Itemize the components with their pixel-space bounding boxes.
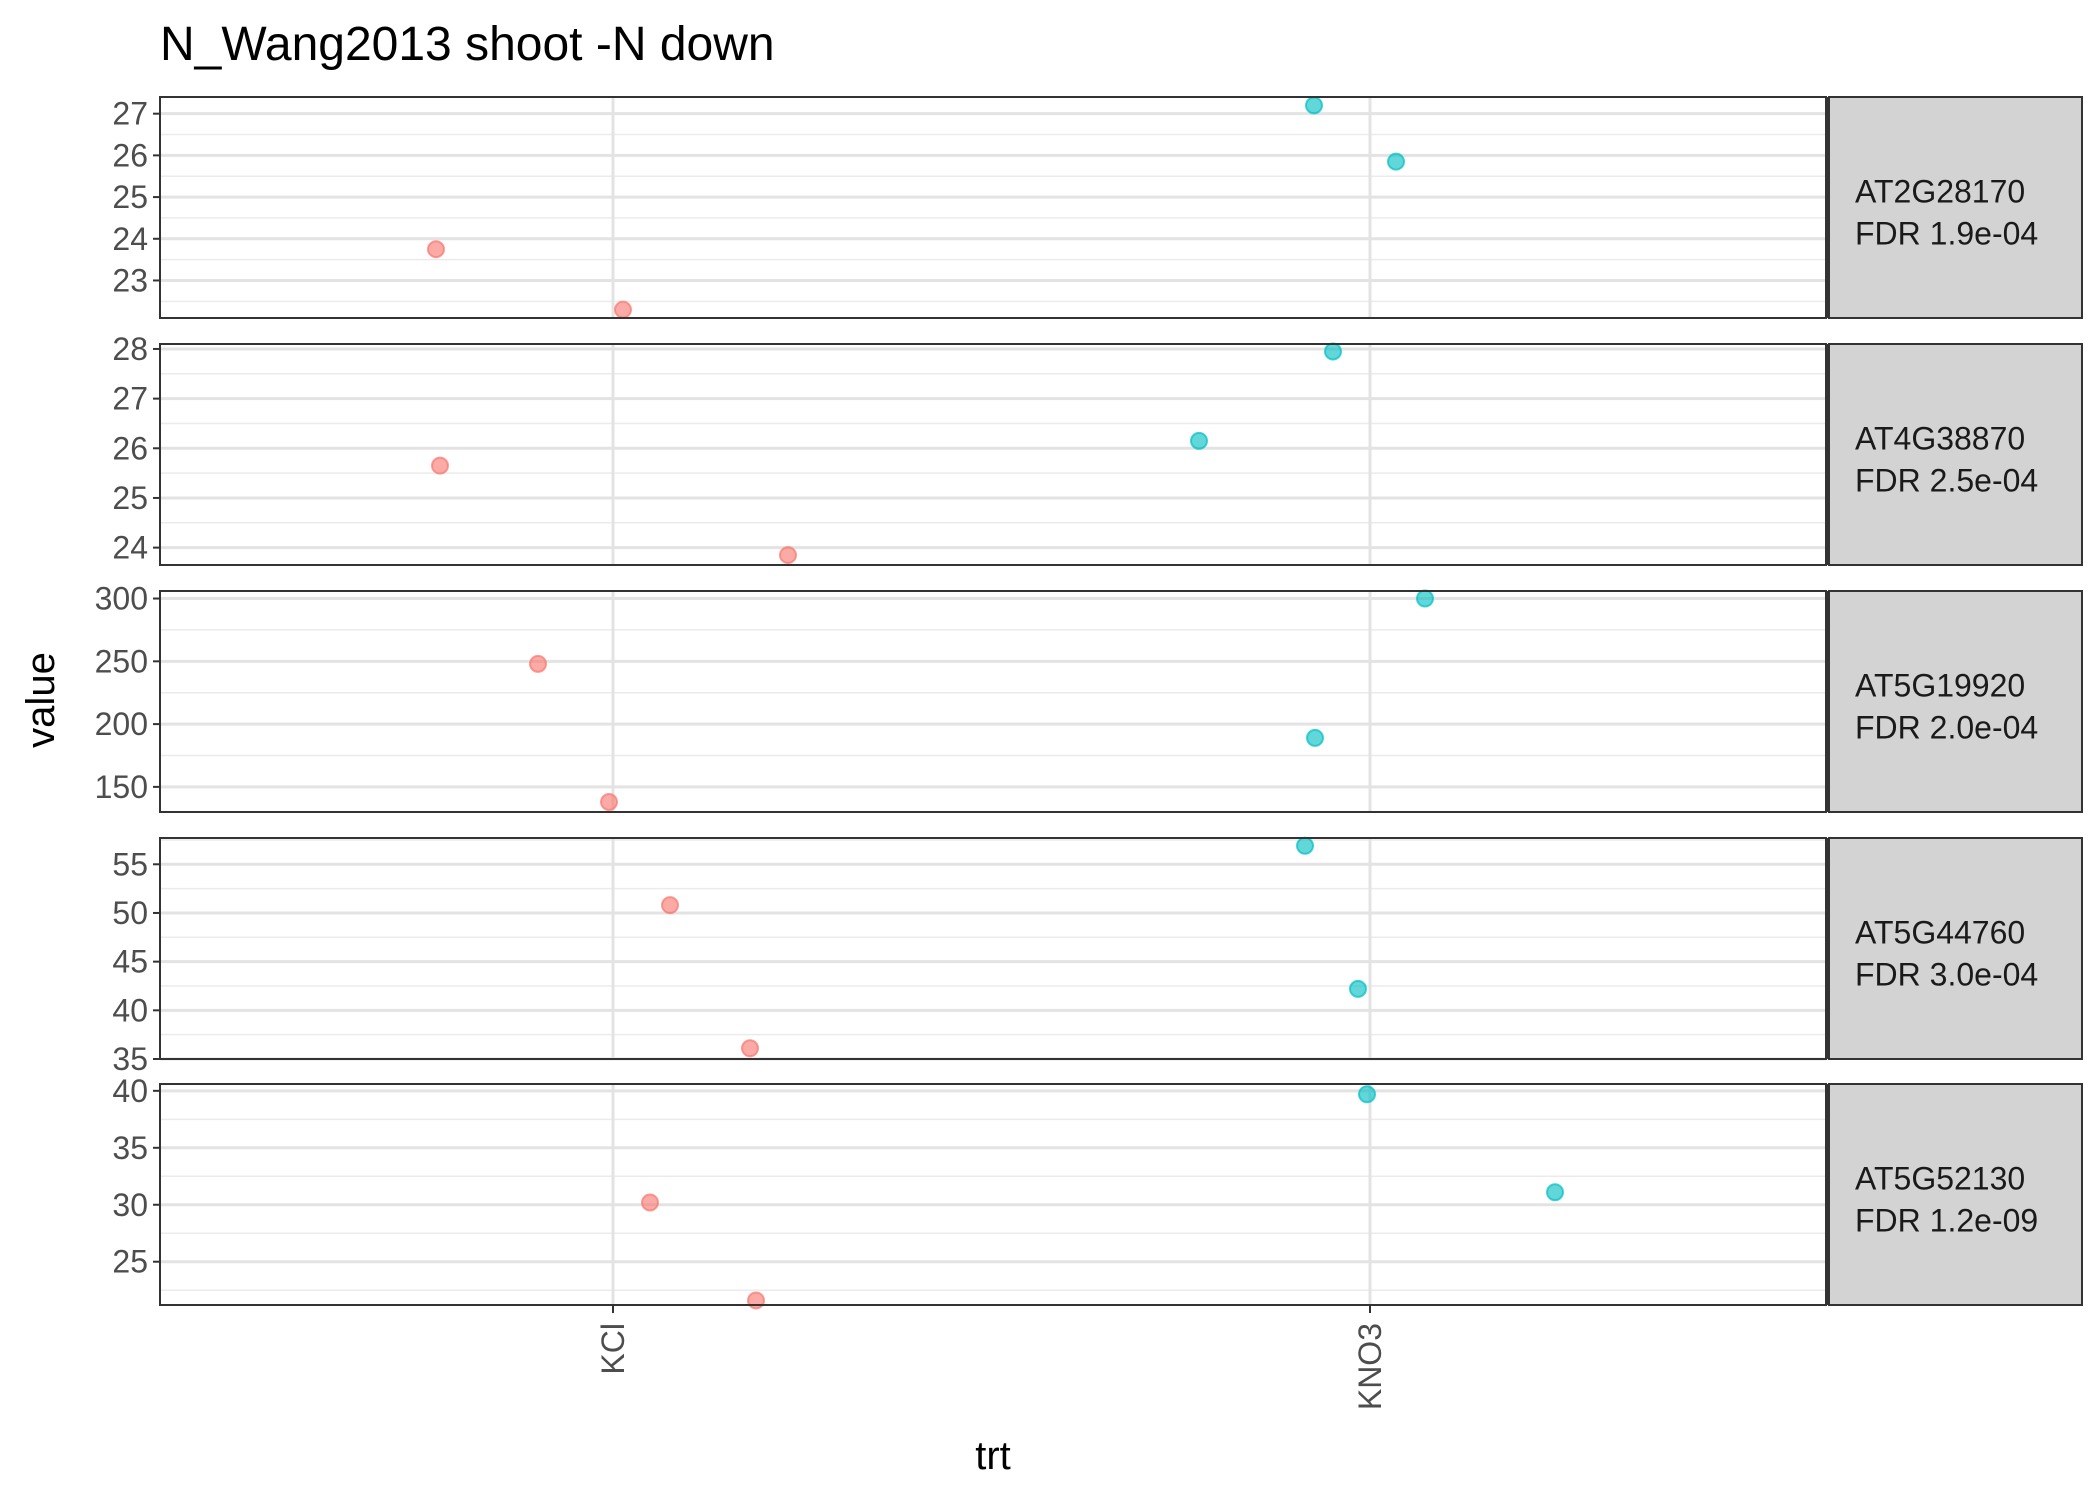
- y-tick-label: 50: [112, 895, 148, 931]
- y-tick-label: 23: [112, 262, 148, 298]
- data-point-kno3: [1349, 979, 1367, 998]
- facet-strip-gene: AT5G19920: [1855, 668, 2025, 704]
- facet-strip-gene: AT5G52130: [1855, 1161, 2025, 1197]
- y-tick-label: 30: [112, 1187, 148, 1223]
- y-tick-label: 150: [95, 769, 148, 805]
- data-point-kno3: [1387, 152, 1405, 171]
- facet-strip: [1828, 96, 2083, 319]
- panel-background: [160, 838, 1826, 1059]
- panel-border: [159, 1083, 1827, 1306]
- data-point-kno3: [1546, 1183, 1564, 1202]
- data-point-kcl: [641, 1193, 659, 1212]
- data-point-kcl: [529, 654, 547, 673]
- data-point-kno3: [1324, 342, 1342, 361]
- y-tick-label: 40: [112, 1073, 148, 1109]
- facet-panel: 24 25 26 27 28 AT4G38870 FDR 2.5e-04: [112, 331, 2083, 566]
- data-point-kno3: [1306, 728, 1324, 747]
- y-axis-label: value: [19, 652, 63, 748]
- facet-strip-gene: AT5G44760: [1855, 915, 2025, 951]
- facet-panel: 25 30 35 40 AT5G52130 FDR 1.2e-09: [112, 1073, 2083, 1310]
- facet-strip-gene: AT4G38870: [1855, 421, 2025, 457]
- y-tick-label: 25: [112, 480, 148, 516]
- facet-panel: 150 200 250 300 AT5G19920 FDR 2.0e-04: [95, 581, 2083, 813]
- y-tick-label: 35: [112, 1041, 148, 1077]
- data-point-kno3: [1416, 589, 1434, 608]
- y-tick-label: 24: [112, 221, 148, 257]
- facet-strip: [1828, 1083, 2083, 1306]
- facets: 23 24 25 26 27 AT2G28170 FDR 1.9e-04 24 25 26 27 28…: [95, 96, 2083, 1310]
- facet-strip-fdr: FDR 2.0e-04: [1855, 710, 2038, 746]
- panel-border: [159, 837, 1827, 1060]
- data-point-kcl: [661, 896, 679, 915]
- data-point-kcl: [779, 546, 797, 565]
- facet-strip: [1828, 343, 2083, 566]
- data-point-kcl: [614, 300, 632, 319]
- data-point-kcl: [741, 1039, 759, 1058]
- x-tick-label: KCl: [595, 1323, 631, 1375]
- data-point-kcl: [427, 240, 445, 259]
- data-point-kno3: [1358, 1085, 1376, 1104]
- y-tick-label: 250: [95, 643, 148, 679]
- data-point-kno3: [1305, 96, 1323, 115]
- data-point-kno3: [1296, 836, 1314, 855]
- y-tick-label: 55: [112, 846, 148, 882]
- chart-title: N_Wang2013 shoot -N down: [160, 18, 775, 71]
- y-tick-label: 200: [95, 706, 148, 742]
- facet-strip-fdr: FDR 1.2e-09: [1855, 1203, 2038, 1239]
- data-point-kcl: [747, 1291, 765, 1310]
- facet-strip-fdr: FDR 3.0e-04: [1855, 957, 2038, 993]
- x-axis-label: trt: [975, 1434, 1011, 1478]
- y-tick-label: 26: [112, 430, 148, 466]
- y-tick-label: 27: [112, 381, 148, 417]
- panel-background: [160, 97, 1826, 318]
- data-point-kcl: [431, 456, 449, 475]
- panel-border: [159, 96, 1827, 319]
- panel-background: [160, 591, 1826, 812]
- facet-strip-fdr: FDR 2.5e-04: [1855, 463, 2038, 499]
- y-tick-label: 35: [112, 1130, 148, 1166]
- panel-border: [159, 343, 1827, 566]
- y-tick-label: 25: [112, 179, 148, 215]
- y-tick-label: 26: [112, 137, 148, 173]
- panel-border: [159, 590, 1827, 813]
- data-point-kno3: [1190, 431, 1208, 450]
- facet-panel: 35 40 45 50 55 AT5G44760 FDR 3.0e-04: [112, 836, 2083, 1077]
- y-tick-label: 40: [112, 992, 148, 1028]
- y-tick-label: 28: [112, 331, 148, 367]
- facet-strip-fdr: FDR 1.9e-04: [1855, 216, 2038, 252]
- facet-panel: 23 24 25 26 27 AT2G28170 FDR 1.9e-04: [112, 96, 2083, 319]
- data-point-kcl: [600, 792, 618, 811]
- facet-strip-gene: AT2G28170: [1855, 174, 2025, 210]
- y-tick-label: 24: [112, 530, 148, 566]
- x-tick-label: KNO3: [1352, 1323, 1388, 1410]
- x-axis: KCl KNO3: [595, 1305, 1388, 1410]
- y-tick-label: 300: [95, 581, 148, 617]
- y-tick-label: 25: [112, 1244, 148, 1280]
- facet-strip: [1828, 590, 2083, 813]
- panel-background: [160, 344, 1826, 565]
- y-tick-label: 45: [112, 944, 148, 980]
- y-tick-label: 27: [112, 96, 148, 132]
- panel-background: [160, 1084, 1826, 1305]
